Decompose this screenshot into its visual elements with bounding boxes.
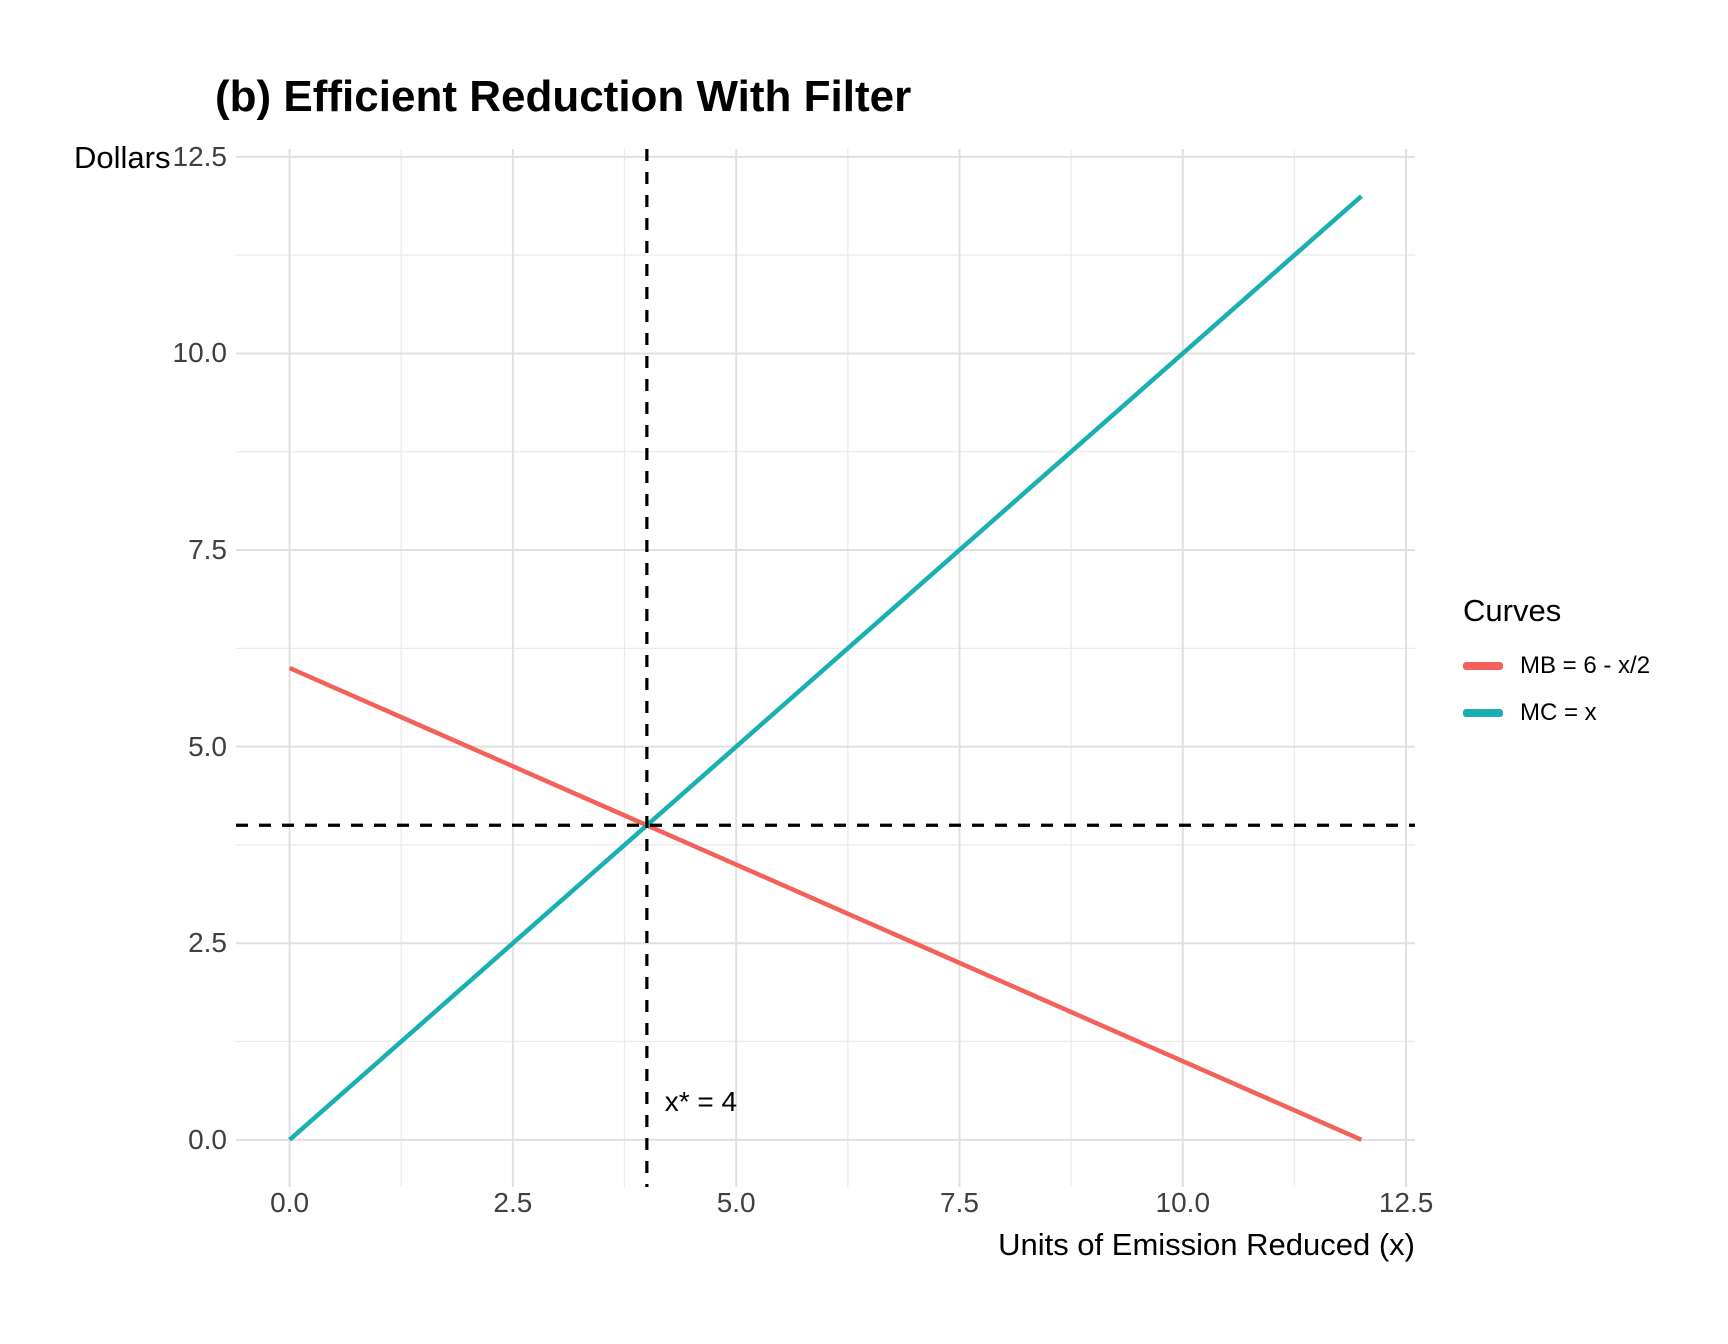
equilibrium-annotation: x* = 4: [664, 1086, 738, 1118]
legend-title: Curves: [1463, 593, 1562, 628]
mc-line-swatch-icon: [1463, 709, 1503, 717]
x-tick-label: 10.0: [1155, 1187, 1211, 1218]
x-tick-label: 2.5: [493, 1187, 533, 1218]
x-tick-label: 7.5: [940, 1187, 979, 1218]
y-tick-label: 12.5: [172, 140, 228, 172]
y-axis-title: Dollars: [74, 140, 171, 175]
legend-label-mc: MC = x: [1520, 699, 1597, 726]
x-tick-label: 5.0: [716, 1187, 756, 1218]
y-tick-label: 5.0: [188, 730, 227, 762]
x-tick-label: 0.0: [270, 1187, 310, 1218]
y-tick-label: 7.5: [188, 534, 227, 566]
legend: Curves MB = 6 - x/2 MC = x: [1463, 594, 1650, 729]
x-axis-title: Units of Emission Reduced (x): [998, 1227, 1415, 1262]
y-tick-label: 0.0: [188, 1123, 227, 1155]
x-tick-label: 12.5: [1378, 1187, 1434, 1218]
mb-line-swatch-icon: [1463, 662, 1503, 670]
legend-entry-mb: MB = 6 - x/2: [1463, 650, 1650, 682]
y-tick-label: 2.5: [188, 927, 227, 959]
series-line-1: [288, 194, 1363, 1142]
chart-title: (b) Efficient Reduction With Filter: [215, 72, 912, 121]
legend-entry-mc: MC = x: [1463, 697, 1650, 729]
series-line-0: [288, 665, 1363, 1142]
y-tick-label: 10.0: [172, 337, 228, 369]
legend-label-mb: MB = 6 - x/2: [1520, 652, 1651, 679]
